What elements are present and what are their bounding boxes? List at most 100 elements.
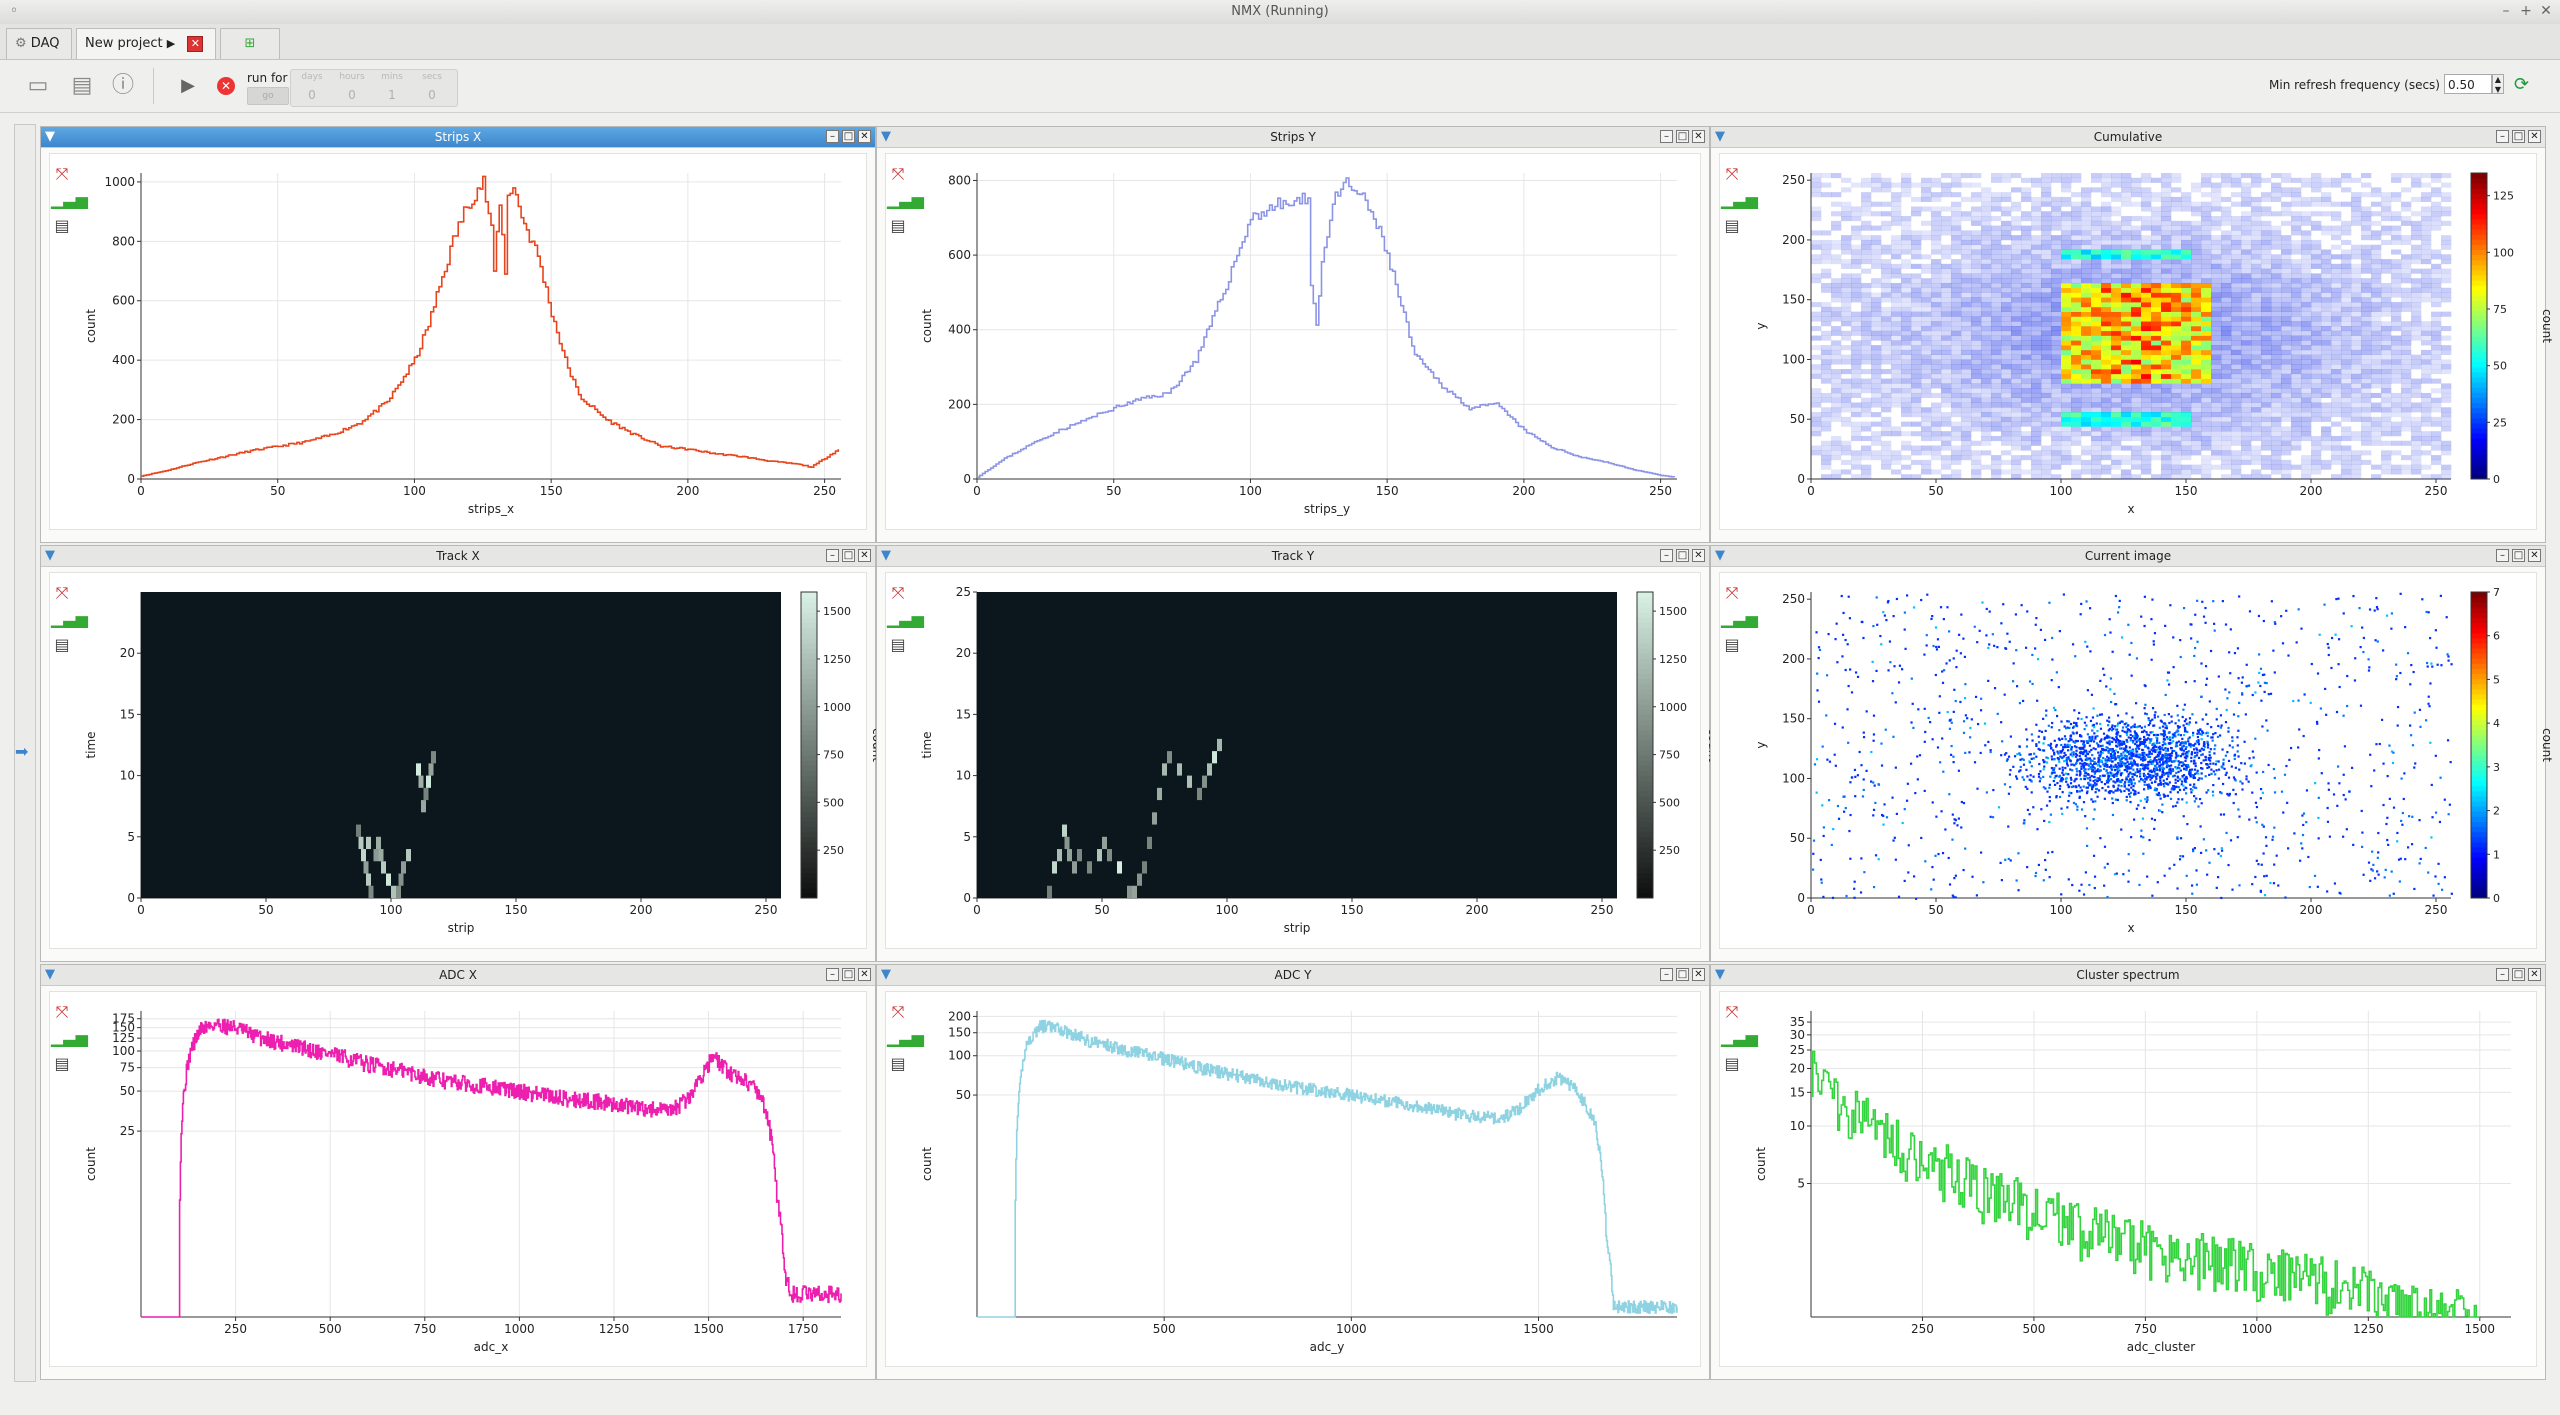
heatmap-cell xyxy=(2311,335,2322,341)
heatmap-cell xyxy=(2231,383,2242,389)
heatmap-cell xyxy=(2301,407,2312,413)
heatmap-cell xyxy=(1881,297,1892,303)
track-cell xyxy=(431,751,436,764)
scatter-point xyxy=(2111,801,2114,805)
scatter-point xyxy=(2086,740,2089,743)
heatmap-cell xyxy=(2061,326,2072,332)
heatmap-cell xyxy=(1861,321,1872,327)
panel-close-button[interactable]: ✕ xyxy=(2528,130,2541,143)
heatmap-cell xyxy=(2061,397,2072,403)
panel-minimize-button[interactable]: – xyxy=(1660,549,1673,562)
heatmap-cell xyxy=(2441,268,2452,274)
colorbar-step xyxy=(801,755,817,761)
chart-track-y: 0 50 100 150 200 2500510152025striptime250500… xyxy=(920,585,1720,935)
panel-minimize-button[interactable]: – xyxy=(2496,549,2509,562)
new-tab-button[interactable]: ⊞ xyxy=(220,28,280,59)
heatmap-cell xyxy=(2251,416,2262,422)
heatmap-cell xyxy=(1991,426,2002,432)
tab-daq[interactable]: ⚙ DAQ xyxy=(6,28,72,59)
info-icon[interactable]: ⓘ xyxy=(111,73,134,98)
panel-close-button[interactable]: ✕ xyxy=(858,130,871,143)
panel-maximize-button[interactable]: □ xyxy=(1676,549,1689,562)
scatter-point xyxy=(2129,778,2132,781)
filter-icon[interactable]: ▼ xyxy=(45,548,55,563)
heatmap-cell xyxy=(2101,354,2112,360)
save-plot-icon[interactable]: ▤ xyxy=(890,216,906,235)
heatmap-cell xyxy=(1981,421,1992,427)
panel-minimize-button[interactable]: – xyxy=(1660,130,1673,143)
panel-minimize-button[interactable]: – xyxy=(2496,130,2509,143)
panel-maximize-button[interactable]: □ xyxy=(1676,130,1689,143)
heatmap-cell xyxy=(2251,302,2262,308)
panel-minimize-button[interactable]: – xyxy=(826,130,839,143)
heatmap-cell xyxy=(2081,259,2092,265)
panel-close-button[interactable]: ✕ xyxy=(1692,549,1705,562)
scatter-point xyxy=(2240,762,2243,765)
expand-arrow-icon[interactable]: ➡ xyxy=(15,742,29,761)
save-plot-icon[interactable]: ▤ xyxy=(1724,635,1740,654)
panel-close-button[interactable]: ✕ xyxy=(2528,549,2541,562)
heatmap-cell xyxy=(2431,364,2442,370)
heatmap-cell xyxy=(2371,474,2382,480)
heatmap-cell xyxy=(2221,196,2232,202)
panel-maximize-button[interactable]: □ xyxy=(2512,549,2525,562)
track-cell xyxy=(1064,836,1070,850)
heatmap-cell xyxy=(1931,445,1942,451)
save-plot-icon[interactable]: ▤ xyxy=(54,216,70,235)
start-run-icon[interactable]: ▶ xyxy=(181,75,195,96)
save-plot-icon[interactable]: ▤ xyxy=(890,635,906,654)
zoom-fit-icon[interactable]: ⤧ xyxy=(1725,583,1739,602)
maximize-icon[interactable]: + xyxy=(2520,3,2532,19)
go-button[interactable]: go xyxy=(247,87,289,105)
mins-field[interactable]: 1 xyxy=(388,88,396,102)
zoom-fit-icon[interactable]: ⤧ xyxy=(891,583,905,602)
heatmap-cell xyxy=(2361,435,2372,442)
panel-maximize-button[interactable]: □ xyxy=(842,549,855,562)
close-tab-icon[interactable]: ✕ xyxy=(187,35,204,52)
heatmap-cell xyxy=(2391,397,2402,403)
heatmap-cell xyxy=(2271,273,2282,279)
panel-maximize-button[interactable]: □ xyxy=(842,130,855,143)
scatter-point xyxy=(2061,737,2064,740)
zoom-fit-icon[interactable]: ⤧ xyxy=(55,164,69,183)
scatter-point xyxy=(2131,748,2134,751)
heatmap-cell xyxy=(2041,259,2052,265)
stop-run-button[interactable]: ✕ xyxy=(210,70,242,102)
heatmap-cell xyxy=(2241,282,2252,289)
panel-close-button[interactable]: ✕ xyxy=(858,549,871,562)
filter-icon[interactable]: ▼ xyxy=(1715,548,1725,563)
minimize-icon[interactable]: – xyxy=(2502,3,2510,19)
hours-field[interactable]: 0 xyxy=(348,88,356,102)
heatmap-cell xyxy=(1901,235,1912,241)
panel-maximize-button[interactable]: □ xyxy=(2512,130,2525,143)
save-project-icon[interactable]: ▤ xyxy=(71,73,93,98)
close-window-icon[interactable]: ✕ xyxy=(2540,3,2552,19)
refresh-icon[interactable]: ⟳ xyxy=(2514,74,2530,95)
track-cell xyxy=(1202,775,1207,788)
days-field[interactable]: 0 xyxy=(308,88,316,102)
scatter-point xyxy=(2187,740,2190,743)
scatter-point xyxy=(2162,729,2165,732)
panel-close-button[interactable]: ✕ xyxy=(1692,130,1705,143)
secs-field[interactable]: 0 xyxy=(428,88,436,102)
zoom-fit-icon[interactable]: ⤧ xyxy=(1725,164,1739,183)
tab-new-project[interactable]: New project ▶ ✕ xyxy=(76,28,216,59)
heatmap-cell xyxy=(1851,182,1862,188)
panel-minimize-button[interactable]: – xyxy=(826,549,839,562)
heatmap-cell xyxy=(1821,244,1832,250)
save-plot-icon[interactable]: ▤ xyxy=(54,635,70,654)
filter-icon[interactable]: ▼ xyxy=(1715,129,1725,144)
zoom-fit-icon[interactable]: ⤧ xyxy=(55,583,69,602)
heatmap-cell xyxy=(2341,201,2352,207)
heatmap-cell xyxy=(2191,263,2202,269)
filter-icon[interactable]: ▼ xyxy=(881,548,891,563)
save-plot-icon[interactable]: ▤ xyxy=(1724,216,1740,235)
refresh-frequency-spinner[interactable]: ▲ ▼ xyxy=(2492,74,2504,94)
filter-icon[interactable]: ▼ xyxy=(45,129,55,144)
open-project-icon[interactable]: ▭ xyxy=(27,73,49,98)
filter-icon[interactable]: ▼ xyxy=(881,129,891,144)
heatmap-cell xyxy=(1851,373,1862,379)
zoom-fit-icon[interactable]: ⤧ xyxy=(891,164,905,183)
heatmap-cell xyxy=(1811,373,1822,379)
refresh-frequency-input[interactable]: 0.50 xyxy=(2444,74,2492,94)
